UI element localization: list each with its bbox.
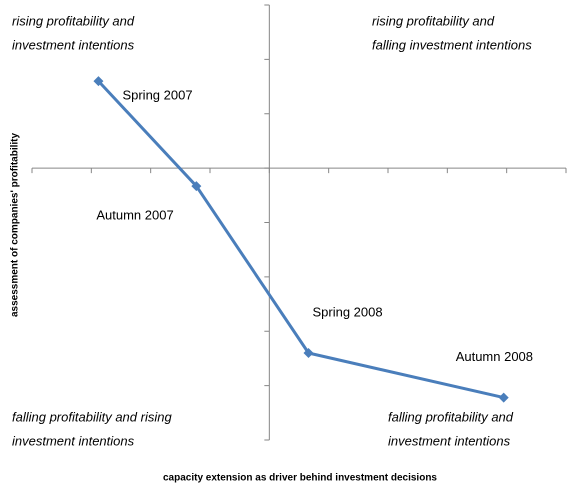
quadrant-label: rising profitability and bbox=[12, 13, 135, 28]
point-marker bbox=[498, 392, 509, 403]
y-axis-label: assessment of companies' profitability bbox=[10, 133, 21, 318]
quadrant-label: investment intentions bbox=[12, 37, 135, 52]
point-label: Spring 2007 bbox=[122, 88, 192, 103]
quadrant-label: falling profitability and bbox=[388, 409, 514, 424]
quadrant-label: rising profitability and bbox=[372, 13, 495, 28]
quadrant-label: investment intentions bbox=[388, 433, 511, 448]
point-label: Autumn 2008 bbox=[456, 349, 533, 364]
quadrant-label: investment intentions bbox=[12, 433, 135, 448]
quadrant-label: falling investment intentions bbox=[372, 37, 532, 52]
point-label: Spring 2008 bbox=[312, 304, 382, 319]
series-line bbox=[97, 80, 505, 400]
point-marker bbox=[303, 348, 314, 358]
point-marker bbox=[191, 181, 202, 192]
point-label: Autumn 2007 bbox=[96, 208, 173, 223]
point-marker bbox=[93, 76, 104, 87]
quadrant-label: falling profitability and rising bbox=[12, 409, 172, 424]
x-axis-label: capacity extension as driver behind inve… bbox=[163, 473, 437, 484]
